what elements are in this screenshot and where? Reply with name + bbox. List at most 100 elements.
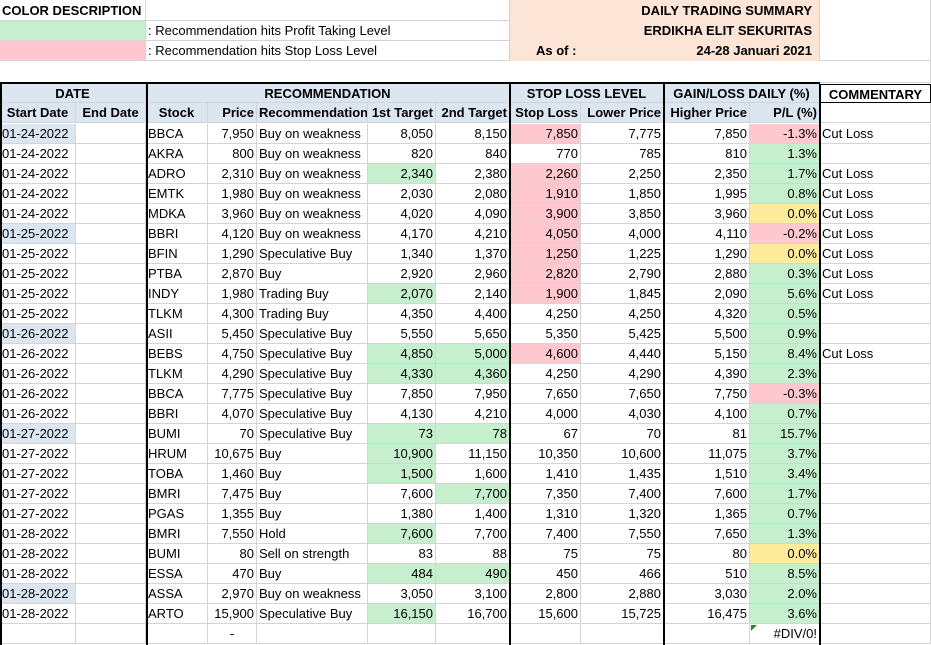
table-cell-end[interactable] (76, 144, 146, 164)
table-cell-start[interactable]: 01-25-2022 (0, 284, 76, 304)
table-cell-pl[interactable]: 3.4% (750, 464, 820, 484)
table-cell-start[interactable]: 01-24-2022 (0, 124, 76, 144)
table-cell-t2[interactable]: 4,400 (436, 304, 510, 324)
table-cell-price[interactable]: 4,300 (208, 304, 257, 324)
table-cell-high[interactable]: 3,030 (664, 584, 750, 604)
table-cell-price[interactable]: 7,950 (208, 124, 257, 144)
table-cell-t1[interactable]: 10,900 (368, 444, 436, 464)
table-cell-t2[interactable]: 3,100 (436, 584, 510, 604)
table-cell-low[interactable]: 4,250 (581, 304, 664, 324)
table-cell-t2[interactable]: 2,960 (436, 264, 510, 284)
table-cell-pl[interactable]: 1.3% (750, 524, 820, 544)
table-cell-comment[interactable]: Cut Loss (820, 344, 931, 364)
table-cell-rec[interactable]: Buy on weakness (257, 584, 368, 604)
table-cell-sl[interactable]: 770 (510, 144, 581, 164)
table-cell-comment[interactable]: Cut Loss (820, 204, 931, 224)
table-cell-price[interactable]: 1,980 (208, 284, 257, 304)
table-cell-sl[interactable]: 10,350 (510, 444, 581, 464)
table-cell-comment[interactable] (820, 604, 931, 624)
table-cell-high[interactable]: 5,150 (664, 344, 750, 364)
table-cell-sl[interactable]: 75 (510, 544, 581, 564)
table-cell-stock[interactable]: ASSA (146, 584, 208, 604)
table-cell-low[interactable]: 15,725 (581, 604, 664, 624)
table-cell-t1[interactable]: 1,500 (368, 464, 436, 484)
table-cell-t2[interactable]: 16,700 (436, 604, 510, 624)
table-cell-sl[interactable]: 1,900 (510, 284, 581, 304)
table-cell-low[interactable]: 1,845 (581, 284, 664, 304)
table-cell-rec[interactable]: Buy on weakness (257, 164, 368, 184)
table-cell-end[interactable] (76, 424, 146, 444)
table-cell-t1[interactable]: 4,330 (368, 364, 436, 384)
table-cell-rec[interactable]: Speculative Buy (257, 364, 368, 384)
footer-cell-price[interactable]: - (208, 624, 257, 644)
table-cell-rec[interactable]: Buy (257, 504, 368, 524)
table-cell-rec[interactable]: Buy on weakness (257, 124, 368, 144)
table-cell-stock[interactable]: BUMI (146, 544, 208, 564)
table-cell-sl[interactable]: 4,600 (510, 344, 581, 364)
table-cell-price[interactable]: 70 (208, 424, 257, 444)
table-cell-high[interactable]: 1,510 (664, 464, 750, 484)
table-cell-pl[interactable]: 3.7% (750, 444, 820, 464)
table-cell-low[interactable]: 2,790 (581, 264, 664, 284)
table-cell-end[interactable] (76, 504, 146, 524)
column-header-empty[interactable] (820, 103, 931, 123)
footer-cell-sl[interactable] (510, 624, 581, 644)
table-cell-price[interactable]: 4,290 (208, 364, 257, 384)
table-cell-end[interactable] (76, 364, 146, 384)
table-cell-t2[interactable]: 8,150 (436, 124, 510, 144)
table-cell-low[interactable]: 7,400 (581, 484, 664, 504)
table-cell-sl[interactable]: 7,650 (510, 384, 581, 404)
table-cell-stock[interactable]: MDKA (146, 204, 208, 224)
table-cell-start[interactable]: 01-27-2022 (0, 504, 76, 524)
table-cell-start[interactable]: 01-27-2022 (0, 484, 76, 504)
table-cell-comment[interactable] (820, 544, 931, 564)
table-cell-start[interactable]: 01-28-2022 (0, 524, 76, 544)
table-cell-t2[interactable]: 2,080 (436, 184, 510, 204)
table-cell-pl[interactable]: 1.3% (750, 144, 820, 164)
column-header-end[interactable]: End Date (76, 103, 146, 123)
table-cell-start[interactable]: 01-26-2022 (0, 404, 76, 424)
table-cell-comment[interactable] (820, 144, 931, 164)
table-cell-start[interactable]: 01-26-2022 (0, 384, 76, 404)
table-cell-pl[interactable]: 0.0% (750, 204, 820, 224)
table-cell-end[interactable] (76, 484, 146, 504)
table-cell-t1[interactable]: 2,920 (368, 264, 436, 284)
table-cell-low[interactable]: 466 (581, 564, 664, 584)
table-cell-price[interactable]: 4,070 (208, 404, 257, 424)
table-cell-stock[interactable]: BBRI (146, 404, 208, 424)
table-cell-rec[interactable]: Hold (257, 524, 368, 544)
table-cell-sl[interactable]: 2,820 (510, 264, 581, 284)
table-cell-t2[interactable]: 1,600 (436, 464, 510, 484)
table-cell-price[interactable]: 10,675 (208, 444, 257, 464)
table-cell-stock[interactable]: ASII (146, 324, 208, 344)
table-cell-high[interactable]: 7,650 (664, 524, 750, 544)
table-cell-start[interactable]: 01-27-2022 (0, 444, 76, 464)
table-cell-comment[interactable]: Cut Loss (820, 224, 931, 244)
table-cell-t2[interactable]: 490 (436, 564, 510, 584)
table-cell-low[interactable]: 10,600 (581, 444, 664, 464)
table-cell-pl[interactable]: -1.3% (750, 124, 820, 144)
table-cell-stock[interactable]: BMRI (146, 484, 208, 504)
table-cell-end[interactable] (76, 564, 146, 584)
table-cell-t2[interactable]: 7,700 (436, 524, 510, 544)
table-cell-low[interactable]: 7,650 (581, 384, 664, 404)
table-cell-pl[interactable]: -0.2% (750, 224, 820, 244)
table-cell-price[interactable]: 1,980 (208, 184, 257, 204)
table-cell-end[interactable] (76, 264, 146, 284)
table-cell-end[interactable] (76, 224, 146, 244)
table-cell-high[interactable]: 3,960 (664, 204, 750, 224)
table-cell-price[interactable]: 2,970 (208, 584, 257, 604)
table-cell-t1[interactable]: 484 (368, 564, 436, 584)
table-cell-t1[interactable]: 5,550 (368, 324, 436, 344)
footer-cell-comment[interactable] (820, 624, 931, 644)
table-cell-end[interactable] (76, 524, 146, 544)
table-cell-start[interactable]: 01-26-2022 (0, 344, 76, 364)
table-cell-rec[interactable]: Speculative Buy (257, 324, 368, 344)
table-cell-price[interactable]: 800 (208, 144, 257, 164)
table-cell-high[interactable]: 1,290 (664, 244, 750, 264)
footer-cell-high[interactable] (664, 624, 750, 644)
table-cell-start[interactable]: 01-28-2022 (0, 584, 76, 604)
table-cell-stock[interactable]: BBCA (146, 124, 208, 144)
table-cell-sl[interactable]: 2,260 (510, 164, 581, 184)
column-header-t2[interactable]: 2nd Target (436, 103, 510, 123)
